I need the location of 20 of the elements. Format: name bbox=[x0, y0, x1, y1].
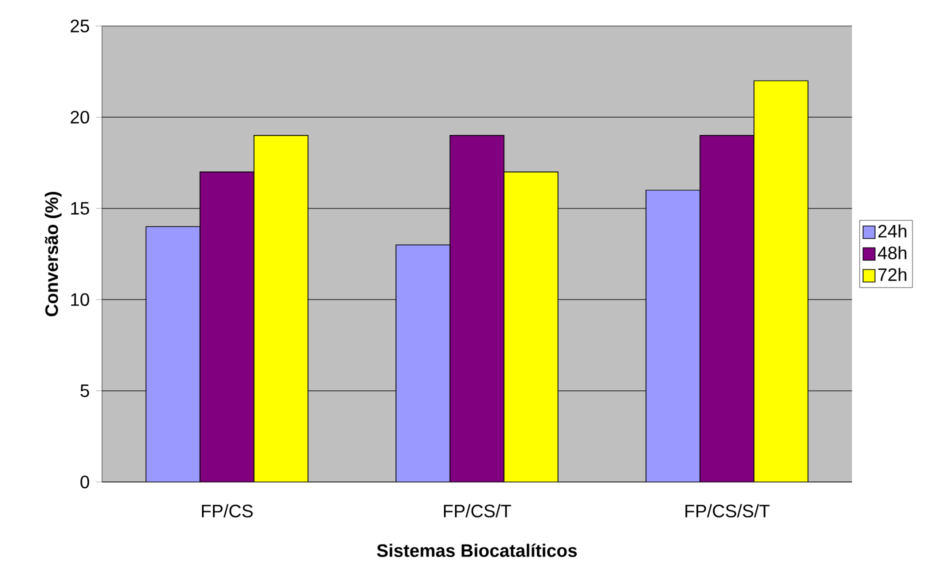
y-axis-title: Conversão (%) bbox=[44, 192, 62, 316]
y-tick-label: 5 bbox=[80, 384, 90, 398]
y-tick-label: 25 bbox=[70, 20, 90, 32]
y-tick-label: 10 bbox=[71, 293, 90, 306]
y-tick-label: 20 bbox=[70, 110, 90, 124]
x-axis-title: Sistemas Biocatalíticos bbox=[376, 544, 577, 557]
x-tick-label: FP/CS bbox=[202, 504, 253, 518]
bar bbox=[700, 135, 754, 482]
y-tick-label: 0 bbox=[80, 476, 90, 488]
bar bbox=[504, 172, 558, 482]
x-tick-label: FP/CS/S/T bbox=[685, 504, 770, 518]
legend-label: 72h bbox=[878, 268, 906, 281]
legend-label: 24h bbox=[878, 224, 906, 238]
bar bbox=[200, 172, 254, 482]
y-tick-label: 15 bbox=[71, 202, 90, 215]
bar bbox=[754, 80, 808, 482]
bar bbox=[450, 135, 504, 482]
bar bbox=[254, 135, 308, 482]
legend-label: 48h bbox=[878, 246, 906, 260]
x-tick-label: FP/CS/T bbox=[444, 504, 512, 518]
